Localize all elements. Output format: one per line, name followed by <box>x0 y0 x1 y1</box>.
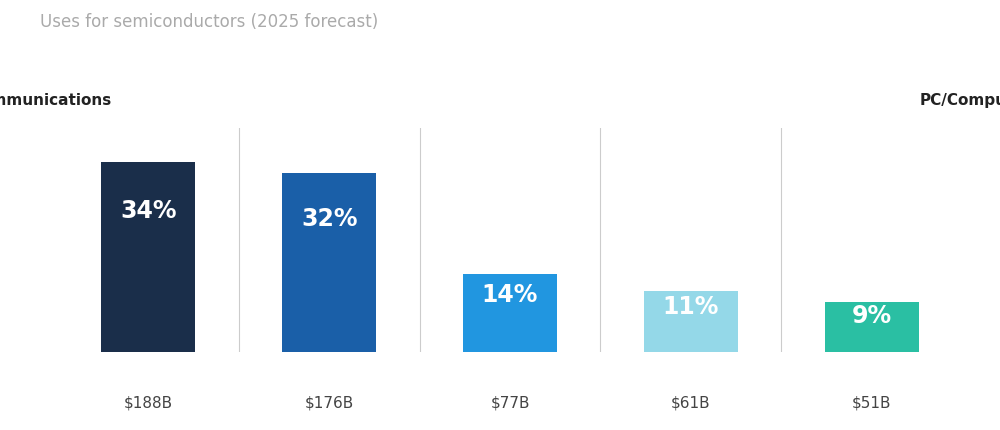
Text: $176B: $176B <box>305 395 354 409</box>
Text: Communications: Communications <box>0 92 111 108</box>
Text: $188B: $188B <box>124 395 173 409</box>
Bar <box>282 174 376 353</box>
Bar <box>644 291 738 353</box>
Bar <box>101 163 195 353</box>
Text: 32%: 32% <box>301 206 357 230</box>
Text: 34%: 34% <box>120 198 177 222</box>
Bar <box>463 274 557 353</box>
Text: $61B: $61B <box>671 395 711 409</box>
Text: 11%: 11% <box>663 295 719 319</box>
Text: 14%: 14% <box>482 282 538 306</box>
Text: Uses for semiconductors (2025 forecast): Uses for semiconductors (2025 forecast) <box>40 13 378 31</box>
Text: PC/Computing: PC/Computing <box>919 92 1000 108</box>
Text: $77B: $77B <box>490 395 530 409</box>
Bar <box>825 302 919 353</box>
Text: $51B: $51B <box>852 395 891 409</box>
Text: 9%: 9% <box>851 303 892 327</box>
